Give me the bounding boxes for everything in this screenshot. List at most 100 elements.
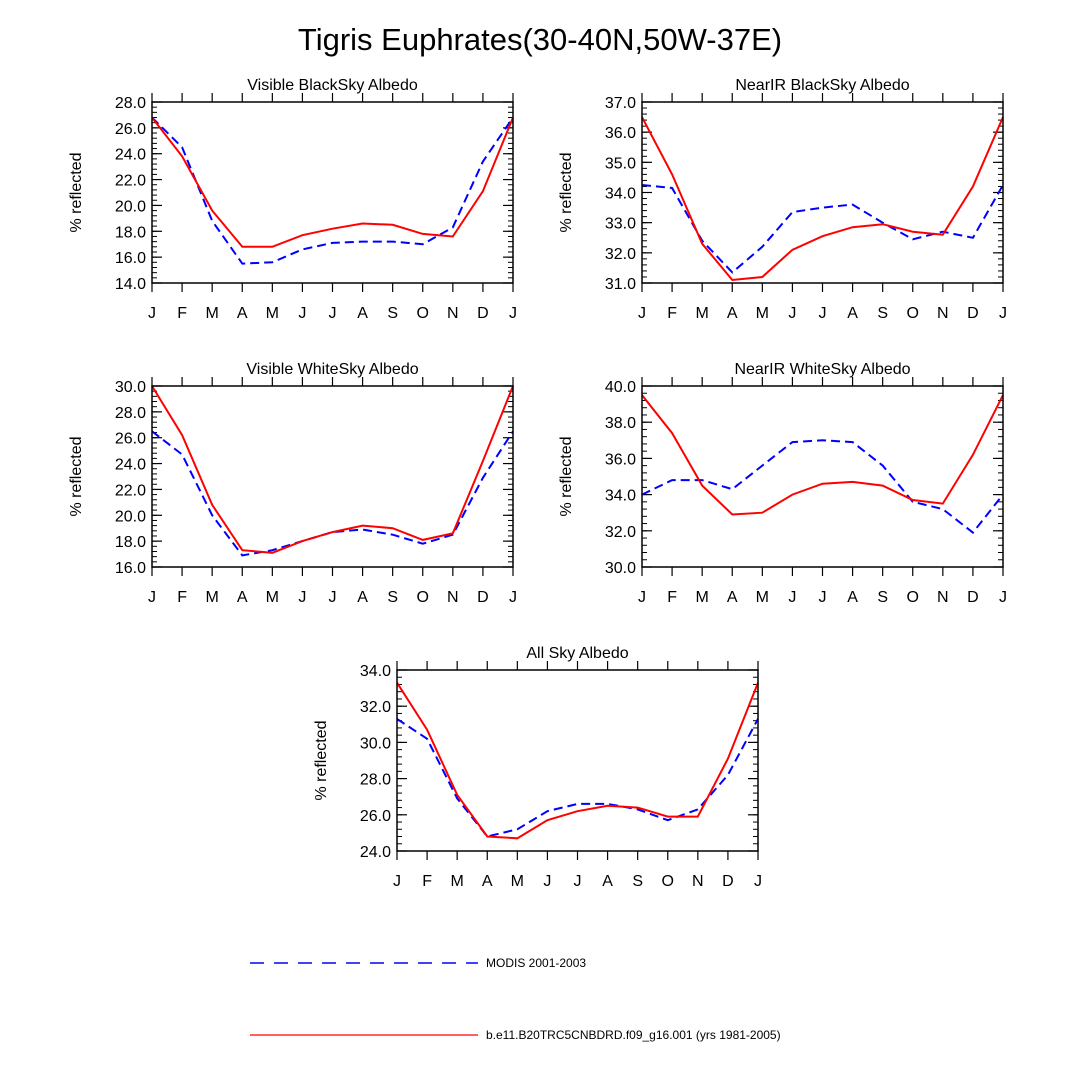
chart-panel-5: All Sky Albedo % reflected 24.0 26.0 28.0 30.… bbox=[313, 645, 762, 890]
panel-title: All Sky Albedo bbox=[526, 645, 628, 662]
x-tick-label: J bbox=[574, 873, 582, 890]
x-tick-label: N bbox=[447, 305, 459, 322]
x-tick-label: O bbox=[662, 873, 674, 890]
x-tick-label: J bbox=[393, 873, 401, 890]
x-tick-label: J bbox=[999, 589, 1007, 606]
plot-frame bbox=[641, 101, 1004, 284]
x-tick-label: M bbox=[266, 305, 279, 322]
x-tick-label: O bbox=[907, 305, 919, 322]
y-tick-label: 30.0 bbox=[605, 560, 636, 577]
y-tick-label: 22.0 bbox=[115, 482, 146, 499]
legend-modis-label: MODIS 2001-2003 bbox=[486, 956, 586, 970]
x-tick-label: D bbox=[722, 873, 734, 890]
x-tick-label: N bbox=[937, 305, 949, 322]
x-tick-label: J bbox=[329, 589, 337, 606]
y-tick-label: 14.0 bbox=[115, 276, 146, 293]
legend: MODIS 2001-2003 b.e11.B20TRC5CNBDRD.f09_… bbox=[250, 956, 781, 1042]
y-tick-label: 24.0 bbox=[115, 457, 146, 474]
y-tick-label: 37.0 bbox=[605, 95, 636, 112]
x-tick-label: J bbox=[819, 305, 827, 322]
y-tick-label: 16.0 bbox=[115, 560, 146, 577]
x-tick-label: A bbox=[727, 589, 738, 606]
x-tick-label: D bbox=[967, 305, 979, 322]
x-tick-label: S bbox=[632, 873, 643, 890]
y-tick-label: 28.0 bbox=[115, 95, 146, 112]
y-tick-label: 34.0 bbox=[360, 663, 391, 680]
y-tick-label: 34.0 bbox=[605, 488, 636, 505]
x-tick-label: A bbox=[847, 305, 858, 322]
x-tick-label: N bbox=[937, 589, 949, 606]
x-tick-label: M bbox=[266, 589, 279, 606]
x-tick-label: A bbox=[237, 589, 248, 606]
series-line-modis bbox=[151, 116, 514, 265]
panel-title: NearIR BlackSky Albedo bbox=[735, 77, 909, 94]
x-tick-label: A bbox=[602, 873, 613, 890]
y-tick-label: 35.0 bbox=[605, 155, 636, 172]
series-line-model bbox=[151, 385, 514, 554]
chart-panel-4: NearIR WhiteSky Albedo % reflected 30.0 32.… bbox=[558, 361, 1007, 606]
x-tick-label: J bbox=[298, 305, 306, 322]
y-tick-label: 24.0 bbox=[115, 147, 146, 164]
y-tick-label: 26.0 bbox=[360, 808, 391, 825]
x-tick-label: M bbox=[206, 589, 219, 606]
x-tick-label: D bbox=[967, 589, 979, 606]
x-tick-label: A bbox=[357, 305, 368, 322]
x-tick-label: J bbox=[788, 305, 796, 322]
x-tick-label: O bbox=[907, 589, 919, 606]
chart-panel-1: Visible BlackSky Albedo % reflected 14.0 16… bbox=[68, 77, 517, 322]
chart-panel-3: Visible WhiteSky Albedo % reflected 16.0 18… bbox=[68, 361, 517, 606]
y-tick-label: 28.0 bbox=[115, 405, 146, 422]
series-line-modis bbox=[641, 184, 1004, 274]
x-tick-label: S bbox=[877, 305, 888, 322]
x-tick-label: J bbox=[148, 305, 156, 322]
x-tick-label: F bbox=[177, 589, 187, 606]
x-tick-label: D bbox=[477, 305, 489, 322]
y-tick-label: 32.0 bbox=[360, 699, 391, 716]
y-tick-label: 26.0 bbox=[115, 431, 146, 448]
y-tick-label: 30.0 bbox=[360, 735, 391, 752]
x-tick-label: M bbox=[756, 305, 769, 322]
series-line-model bbox=[396, 682, 759, 840]
x-tick-label: A bbox=[357, 589, 368, 606]
y-tick-label: 18.0 bbox=[115, 534, 146, 551]
x-tick-label: S bbox=[387, 589, 398, 606]
figure-title: Tigris Euphrates(30-40N,50W-37E) bbox=[297, 22, 783, 57]
x-tick-label: M bbox=[511, 873, 524, 890]
x-tick-label: N bbox=[692, 873, 704, 890]
x-tick-label: S bbox=[387, 305, 398, 322]
x-tick-label: M bbox=[696, 589, 709, 606]
panel-title: Visible WhiteSky Albedo bbox=[246, 361, 418, 378]
x-tick-label: F bbox=[667, 589, 677, 606]
y-axis-label: % reflected bbox=[558, 436, 575, 516]
y-tick-label: 38.0 bbox=[605, 415, 636, 432]
series-line-model bbox=[151, 116, 514, 248]
plot-frame bbox=[396, 669, 759, 852]
x-tick-label: J bbox=[999, 305, 1007, 322]
y-axis-label: % reflected bbox=[313, 720, 330, 800]
x-tick-label: J bbox=[819, 589, 827, 606]
y-tick-label: 18.0 bbox=[115, 224, 146, 241]
x-tick-label: A bbox=[727, 305, 738, 322]
x-tick-label: M bbox=[206, 305, 219, 322]
x-tick-label: M bbox=[756, 589, 769, 606]
x-tick-label: S bbox=[877, 589, 888, 606]
x-tick-label: J bbox=[298, 589, 306, 606]
series-line-model bbox=[641, 394, 1004, 516]
y-tick-label: 32.0 bbox=[605, 524, 636, 541]
y-tick-label: 28.0 bbox=[360, 772, 391, 789]
y-tick-label: 20.0 bbox=[115, 198, 146, 215]
panel-title: NearIR WhiteSky Albedo bbox=[734, 361, 910, 378]
x-tick-label: J bbox=[638, 305, 646, 322]
x-tick-label: J bbox=[509, 305, 517, 322]
x-tick-label: J bbox=[509, 589, 517, 606]
plot-frame bbox=[151, 101, 514, 284]
x-tick-label: A bbox=[237, 305, 248, 322]
series-line-modis bbox=[641, 439, 1004, 534]
series-line-modis bbox=[396, 718, 759, 838]
panel-title: Visible BlackSky Albedo bbox=[247, 77, 418, 94]
y-axis-label: % reflected bbox=[558, 152, 575, 232]
y-tick-label: 36.0 bbox=[605, 451, 636, 468]
y-tick-label: 26.0 bbox=[115, 121, 146, 138]
y-tick-label: 20.0 bbox=[115, 508, 146, 525]
